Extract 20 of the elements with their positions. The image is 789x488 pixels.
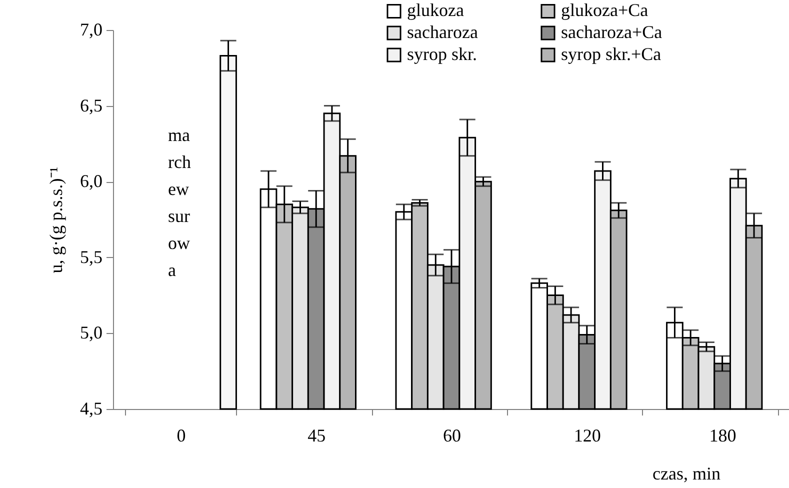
y-tick-label: 6,5 [80,95,102,116]
legend-label: syrop skr.+Ca [561,44,662,64]
x-tick-label: 0 [176,426,186,446]
legend-label: glukoza+Ca [561,0,648,20]
annotation: ma rch ew sur ow a [168,125,191,280]
y-tick-label: 4,5 [80,398,102,418]
x-axis-title: czas, min [652,464,720,484]
legend-label: sacharoza+Ca [561,22,662,42]
y-tick-label: 5,0 [80,322,102,343]
y-tick-label: 7,0 [80,20,102,40]
legend-label: syrop skr. [407,44,478,64]
y-tick-label: 5,5 [80,246,102,267]
y-axis-title: u, g·(g p.s.s.)⁻¹ [46,166,66,274]
x-tick-label: 45 [308,426,326,446]
x-tick-label: 120 [574,426,601,446]
y-tick-label: 6,0 [80,171,102,192]
legend-label: sacharoza [407,22,478,42]
legend-label: glukoza [407,0,464,20]
x-tick-label: 180 [709,426,736,446]
x-tick-label: 60 [443,426,461,446]
